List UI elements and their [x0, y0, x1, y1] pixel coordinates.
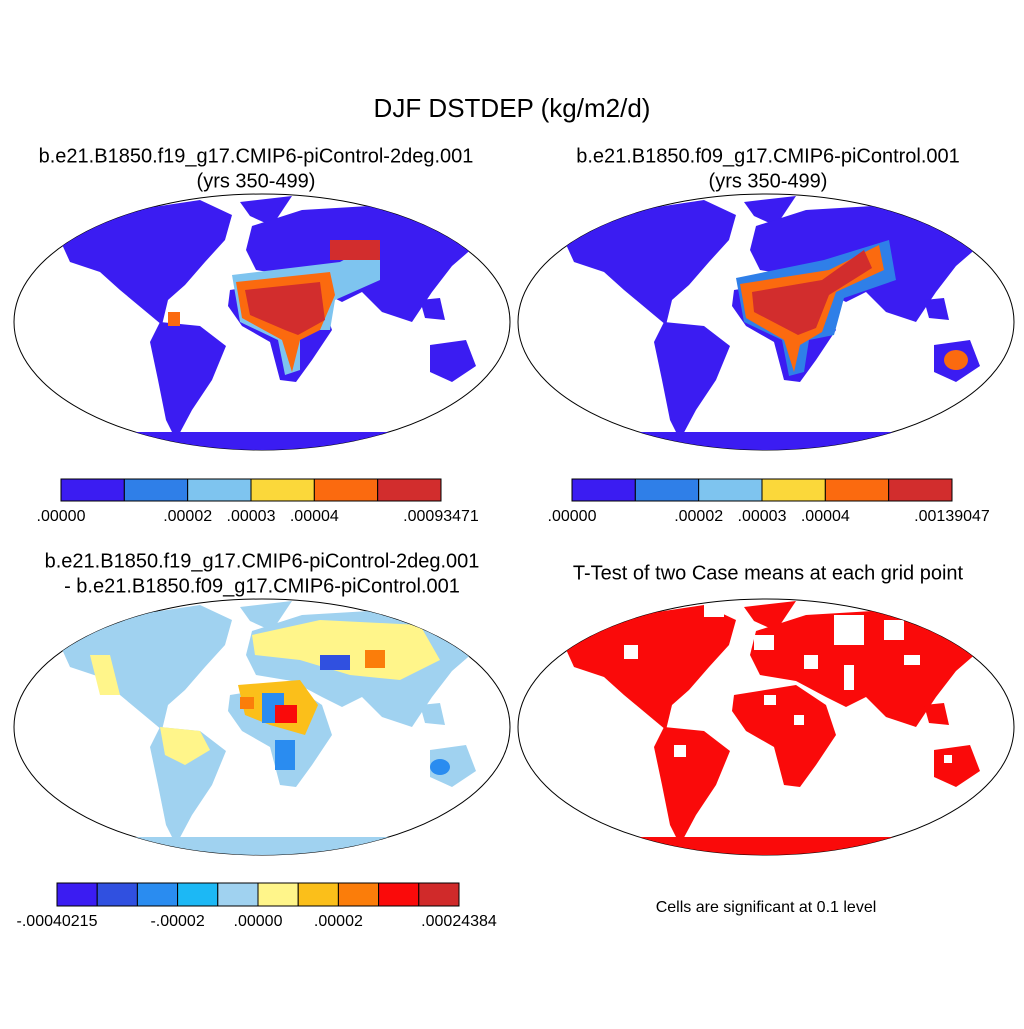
- colorbar-box: [698, 478, 763, 502]
- colorbar-box: [571, 478, 636, 502]
- colorbar-box: [250, 478, 315, 502]
- figure-title: DJF DSTDEP (kg/m2/d): [374, 93, 651, 123]
- colorbar-box: [337, 882, 380, 907]
- colorbar-box: [634, 478, 700, 502]
- colorbar-box: [313, 478, 379, 502]
- colorbar-label: .00004: [801, 508, 850, 525]
- colorbar-box: [378, 882, 420, 907]
- colorbar-box: [217, 882, 259, 907]
- colorbar-label: -.00002: [150, 913, 204, 930]
- colorbar-label: .00000: [37, 508, 86, 525]
- colorbar-label: .00004: [290, 508, 339, 525]
- colorbar-box: [96, 882, 138, 907]
- colorbar-label: .00003: [227, 508, 276, 525]
- colorbar-box: [418, 882, 460, 907]
- colorbar-box: [761, 478, 826, 502]
- colorbar-label: .00024384: [421, 913, 497, 930]
- colorbar-label: .00003: [738, 508, 787, 525]
- panel-title: T-Test of two Case means at each grid po…: [573, 562, 964, 584]
- colorbar-box: [257, 882, 299, 907]
- colorbar-box: [187, 478, 252, 502]
- colorbar-label: .00002: [163, 508, 212, 525]
- colorbar-box: [60, 478, 125, 502]
- colorbar-label: .00093471: [403, 508, 479, 525]
- colorbar-label: .00002: [314, 913, 363, 930]
- colorbar-label: -.00040215: [17, 913, 98, 930]
- colorbar-box: [136, 882, 179, 907]
- colorbar-box: [177, 882, 219, 907]
- map: [504, 598, 1024, 877]
- panel-title: b.e21.B1850.f19_g17.CMIP6-piControl-2deg…: [39, 145, 474, 167]
- map: [0, 193, 524, 472]
- map: [504, 193, 1024, 472]
- panel-title: (yrs 350-499): [197, 170, 316, 192]
- colorbar-label: .00000: [234, 913, 283, 930]
- map: [0, 598, 524, 877]
- panel-title: b.e21.B1850.f19_g17.CMIP6-piControl-2deg…: [45, 550, 480, 572]
- colorbar-box: [297, 882, 339, 907]
- panel-title: b.e21.B1850.f09_g17.CMIP6-piControl.001: [576, 145, 960, 167]
- colorbar-box: [824, 478, 890, 502]
- colorbar-label: .00139047: [914, 508, 990, 525]
- panel-title: (yrs 350-499): [709, 170, 828, 192]
- colorbar-label: .00000: [548, 508, 597, 525]
- panel-title: - b.e21.B1850.f09_g17.CMIP6-piControl.00…: [64, 575, 460, 597]
- colorbar-box: [888, 478, 953, 502]
- colorbar-box: [123, 478, 189, 502]
- colorbar-box: [377, 478, 442, 502]
- colorbar-label: .00002: [674, 508, 723, 525]
- colorbar-box: [56, 882, 98, 907]
- note: Cells are significant at 0.1 level: [656, 899, 877, 916]
